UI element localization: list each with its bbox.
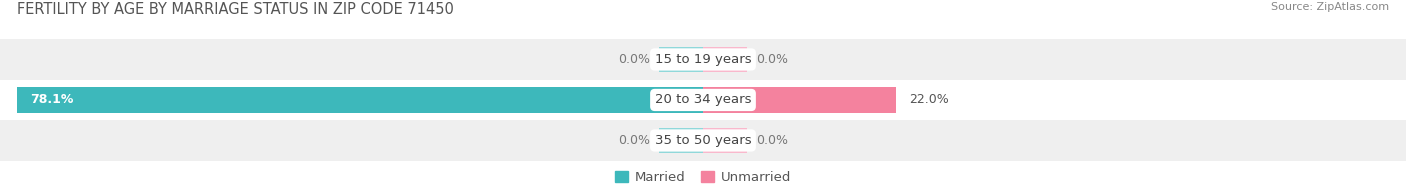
Bar — [703, 87, 897, 113]
Bar — [703, 128, 747, 153]
Text: 0.0%: 0.0% — [619, 53, 650, 66]
Text: 0.0%: 0.0% — [756, 53, 787, 66]
Bar — [659, 128, 703, 153]
Text: 78.1%: 78.1% — [30, 93, 73, 106]
Text: 22.0%: 22.0% — [910, 93, 949, 106]
Bar — [0, 39, 1406, 80]
Bar — [17, 87, 703, 113]
Bar — [0, 120, 1406, 161]
Legend: Married, Unmarried: Married, Unmarried — [609, 166, 797, 189]
Text: FERTILITY BY AGE BY MARRIAGE STATUS IN ZIP CODE 71450: FERTILITY BY AGE BY MARRIAGE STATUS IN Z… — [17, 2, 454, 17]
Text: 0.0%: 0.0% — [619, 134, 650, 147]
Text: 35 to 50 years: 35 to 50 years — [655, 134, 751, 147]
Text: 20 to 34 years: 20 to 34 years — [655, 93, 751, 106]
Bar — [659, 47, 703, 72]
Bar — [0, 80, 1406, 120]
Text: Source: ZipAtlas.com: Source: ZipAtlas.com — [1271, 2, 1389, 12]
Text: 15 to 19 years: 15 to 19 years — [655, 53, 751, 66]
Bar — [703, 47, 747, 72]
Text: 0.0%: 0.0% — [756, 134, 787, 147]
